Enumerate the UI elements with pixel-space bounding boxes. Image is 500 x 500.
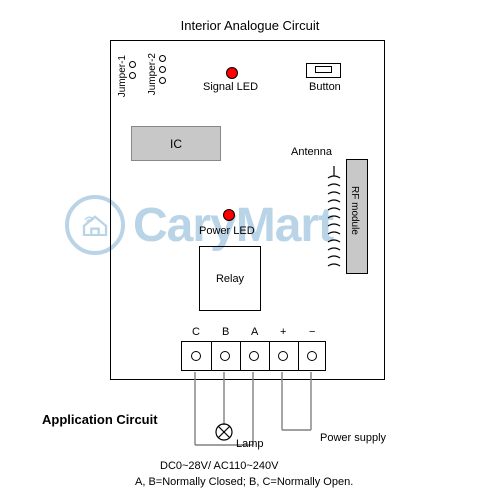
diagram-title: Interior Analogue Circuit [181, 18, 320, 33]
button-label: Button [309, 81, 341, 93]
relay-label: Relay [216, 273, 244, 285]
power-supply-label: Power supply [320, 432, 386, 444]
antenna-label: Antenna [291, 146, 332, 158]
signal-led [226, 67, 238, 79]
jumper2-pin [159, 55, 166, 62]
signal-led-label: Signal LED [203, 81, 258, 93]
legend-text: A, B=Normally Closed; B, C=Normally Open… [135, 476, 353, 488]
terminal-label-minus: − [309, 326, 315, 338]
terminal-a [249, 351, 259, 361]
circuit-board: Jumper-1 Jumper-2 Signal LED Button IC A… [110, 40, 385, 380]
terminal-plus [278, 351, 288, 361]
lamp-label: Lamp [236, 438, 264, 450]
jumper2-pin [159, 77, 166, 84]
terminal-block: C B A + − [181, 341, 326, 371]
jumper1-pin [129, 72, 136, 79]
terminal-divider [298, 342, 299, 370]
voltage-text: DC0~28V/ AC110~240V [160, 460, 278, 472]
button-inner [315, 66, 332, 73]
jumper1-label: Jumper-1 [117, 55, 128, 97]
terminal-c [191, 351, 201, 361]
rf-module-label: RF module [349, 186, 360, 235]
jumper1-pin [129, 61, 136, 68]
terminal-label-c: C [192, 326, 200, 338]
application-circuit-label: Application Circuit [42, 412, 158, 427]
terminal-label-a: A [251, 326, 258, 338]
ic-label: IC [170, 137, 182, 151]
jumper2-label: Jumper-2 [147, 53, 158, 95]
terminal-minus [307, 351, 317, 361]
terminal-divider [240, 342, 241, 370]
terminal-divider [269, 342, 270, 370]
power-led [223, 209, 235, 221]
jumper2-pin [159, 66, 166, 73]
antenna-coil-icon [326, 166, 346, 271]
terminal-b [220, 351, 230, 361]
ic-chip: IC [131, 126, 221, 161]
terminal-label-plus: + [280, 326, 286, 338]
terminal-divider [211, 342, 212, 370]
button-component [306, 63, 341, 78]
power-led-label: Power LED [199, 225, 255, 237]
terminal-label-b: B [222, 326, 229, 338]
relay-box: Relay [199, 246, 261, 311]
